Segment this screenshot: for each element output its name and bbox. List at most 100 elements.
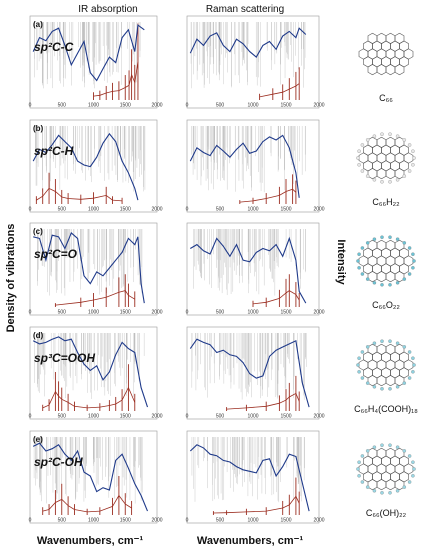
atom: [395, 281, 400, 285]
bond-label: sp²C-C: [34, 40, 74, 54]
hexagon-ring: [385, 375, 396, 387]
bond-label: sp²C=O: [34, 247, 78, 261]
atom: [388, 132, 392, 136]
hexagon-ring: [394, 64, 405, 76]
atom: [357, 163, 361, 167]
atom: [407, 143, 412, 147]
atom: [357, 370, 361, 374]
x-tick-label: 0: [186, 103, 189, 109]
hexagon-ring: [367, 168, 378, 180]
x-tick-label: 0: [29, 310, 32, 316]
x-tick-label: 1500: [120, 103, 131, 109]
ir-header: IR absorption: [78, 4, 137, 15]
spectrum-envelope: [32, 24, 145, 82]
dos-envelope: [55, 290, 136, 306]
x-tick-label: 1000: [247, 310, 258, 316]
atom: [411, 163, 415, 167]
panel-frame: [186, 15, 320, 109]
x-tick-label: 500: [216, 518, 225, 524]
atom: [402, 485, 407, 489]
x-tick-label: 2000: [313, 414, 324, 420]
hexagon-ring: [394, 168, 405, 180]
hexagon-ring: [394, 271, 405, 283]
dos-envelope: [93, 61, 139, 97]
bond-label: sp²C-OH: [34, 455, 83, 469]
x-tick-label: 500: [216, 103, 225, 109]
atom: [402, 174, 407, 178]
y-axis-label-left: Density of vibrations: [5, 224, 17, 333]
atom: [360, 454, 365, 458]
x-tick-label: 500: [58, 207, 67, 213]
atom: [388, 491, 392, 495]
atom: [411, 356, 415, 360]
atom: [357, 149, 361, 153]
atom: [388, 235, 392, 239]
oxidized-flake-icon: C₆₆O₂₂: [356, 235, 416, 310]
spectrum-panel: 0 500 1000 1500 2000 (b) sp²C-H: [29, 119, 163, 213]
hexagon-ring: [367, 479, 378, 491]
spectrum-panel: 0 500 1000 1500 2000 (a) sp²C-C: [29, 15, 163, 109]
atom: [356, 259, 360, 263]
atom: [360, 169, 365, 173]
molecule-label: C₆₆O₂₂: [372, 300, 400, 310]
atom: [402, 138, 407, 142]
atom: [380, 132, 384, 136]
atom: [395, 178, 400, 182]
x-tick-label: 2000: [313, 207, 324, 213]
atom: [412, 156, 416, 160]
hexagon-ring: [385, 64, 396, 76]
atom: [356, 467, 360, 471]
atom: [407, 169, 412, 173]
spectrum-panel: 0 500 1000 1500 2000 (d) sp³C=OOH: [29, 326, 163, 420]
atom: [402, 241, 407, 245]
molecule-label: C₆₆: [379, 93, 393, 103]
x-tick-label: 1000: [88, 518, 99, 524]
x-tick-label: 1500: [280, 518, 291, 524]
atom: [357, 356, 361, 360]
x-tick-label: 0: [186, 518, 189, 524]
dos-envelope: [42, 494, 132, 513]
atom: [411, 252, 415, 256]
graphene-flake-icon: C₆₆: [358, 32, 414, 103]
hexagon-ring: [376, 168, 387, 180]
molecule-label: C₆₆(OH)₂₂: [366, 508, 407, 518]
x-tick-label: 1500: [120, 207, 131, 213]
x-tick-label: 1000: [247, 103, 258, 109]
atom: [360, 143, 365, 147]
x-tick-label: 0: [186, 207, 189, 213]
spectrum-envelope: [32, 442, 149, 512]
atom: [411, 149, 415, 153]
y-axis-label-right: Intensity: [335, 239, 347, 285]
spectrum-panel: 0 500 1000 1500 2000: [186, 15, 325, 109]
panel-label: (c): [33, 227, 43, 236]
atom: [388, 387, 392, 391]
atom: [388, 443, 392, 447]
hexagon-ring: [367, 375, 378, 387]
hexagon-ring: [394, 375, 405, 387]
hexagon-ring: [376, 271, 387, 283]
dos-envelope: [252, 290, 300, 305]
atom: [388, 339, 392, 343]
x-tick-label: 500: [216, 414, 225, 420]
dos-envelope: [213, 495, 300, 514]
atom: [402, 277, 407, 281]
atom: [380, 491, 384, 495]
molecule-label: C₆₆H₂₂: [372, 197, 400, 207]
atom: [395, 385, 400, 389]
x-tick-label: 500: [216, 207, 225, 213]
x-tick-label: 2000: [151, 310, 162, 316]
x-tick-label: 2000: [313, 103, 324, 109]
atom: [412, 467, 416, 471]
hexagon-ring: [385, 479, 396, 491]
hexagon-ring: [394, 479, 405, 491]
atom: [356, 156, 360, 160]
dos-envelope: [42, 386, 136, 409]
spectrum-envelope: [33, 231, 145, 304]
x-tick-label: 0: [186, 310, 189, 316]
atom: [365, 381, 370, 385]
dos-envelope: [226, 392, 300, 410]
x-tick-label: 500: [58, 103, 67, 109]
atom: [357, 266, 361, 270]
spectrum-envelope: [32, 132, 139, 201]
x-tick-label: 0: [29, 518, 32, 524]
